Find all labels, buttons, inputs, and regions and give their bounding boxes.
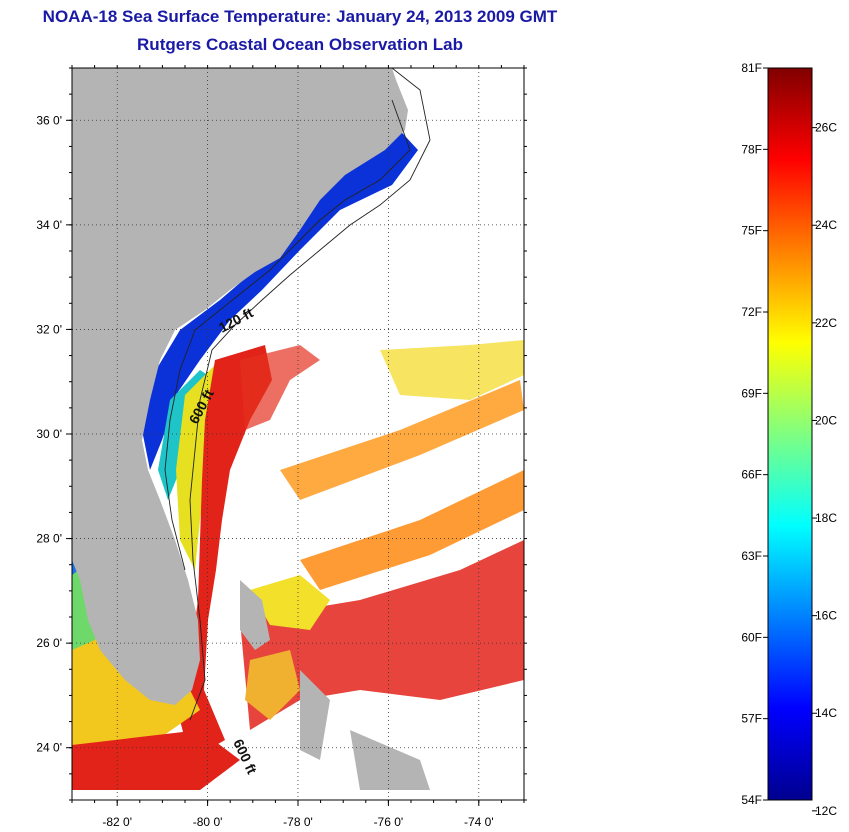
colorbar-gradient: [767, 67, 813, 801]
colorbar-f-label: 69F: [741, 386, 762, 400]
colorbar-f-label: 81F: [741, 61, 762, 75]
colorbar-f-label: 60F: [741, 630, 762, 644]
bahamas-bank-shallows: [250, 575, 330, 630]
lon-tick-label: -76 0': [374, 815, 404, 829]
map-subtitle: Rutgers Coastal Ocean Observation Lab: [137, 35, 463, 54]
colorbar-c-label: 24C: [815, 218, 837, 232]
colorbar-c-label: 20C: [815, 413, 837, 427]
lon-tick-labels: -82 0' -80 0' -78 0' -76 0' -74 0': [71, 65, 525, 829]
lon-tick-label: -74 0': [464, 815, 494, 829]
lat-tick-label: 26 0': [36, 636, 62, 650]
offshore-band-1: [280, 380, 524, 500]
colorbar-f-label: 72F: [741, 305, 762, 319]
colorbar-f-label: 78F: [741, 142, 762, 156]
colorbar-f-label: 75F: [741, 224, 762, 238]
colorbar: 81F 78F 75F 72F 69F 66F 63F 60F 57F 54F 26C 24C 22C 2…: [741, 61, 837, 818]
lat-tick-labels: 36 0' 34 0' 32 0' 30 0' 28 0' 26 0' 24 0': [36, 67, 527, 801]
great-bahama-bank: [245, 650, 300, 720]
lat-tick-label: 24 0': [36, 741, 62, 755]
colorbar-f-label: 66F: [741, 468, 762, 482]
colorbar-c-label: 12C: [815, 804, 837, 818]
colorbar-f-label: 57F: [741, 712, 762, 726]
lon-tick-label: -78 0': [283, 815, 313, 829]
lat-tick-label: 36 0': [36, 113, 62, 127]
colorbar-c-label: 18C: [815, 511, 837, 525]
lat-tick-label: 28 0': [36, 532, 62, 546]
isobath-600ft: [189, 68, 431, 721]
cold-shelf-water: [142, 122, 418, 470]
lat-tick-label: 30 0': [36, 427, 62, 441]
colorbar-ticks: 81F 78F 75F 72F 69F 66F 63F 60F 57F 54F 26C 24C 22C 2…: [741, 61, 837, 818]
offshore-band-yellow: [380, 340, 524, 400]
colorbar-c-label: 14C: [815, 706, 837, 720]
us-mainland: [72, 68, 408, 705]
offshore-band-2: [300, 470, 524, 590]
lat-tick-label: 32 0': [36, 322, 62, 336]
isobath-contours: [164, 68, 431, 721]
southern-bahamas: [350, 730, 430, 790]
lon-tick-label: -82 0': [102, 815, 132, 829]
map-title: NOAA-18 Sea Surface Temperature: January…: [42, 7, 558, 26]
isobath-120ft: [164, 99, 411, 571]
land-layer: [72, 68, 430, 790]
grand-bahama-island: [240, 580, 270, 650]
map-panel: 120 ft 600 ft 600 ft -82 0' -80 0' -78 0' -…: [36, 65, 527, 829]
gulf-stream-filament: [240, 345, 320, 430]
colorbar-c-label: 16C: [815, 609, 837, 623]
lat-tick-label: 34 0': [36, 218, 62, 232]
graticule: [72, 68, 524, 800]
andros-island: [300, 670, 330, 760]
lon-tick-label: -80 0': [193, 815, 223, 829]
florida-straits-warm: [72, 730, 240, 790]
colorbar-f-label: 63F: [741, 549, 762, 563]
colorbar-f-label: 54F: [741, 793, 762, 807]
colorbar-c-label: 26C: [815, 121, 837, 135]
colorbar-c-label: 22C: [815, 316, 837, 330]
